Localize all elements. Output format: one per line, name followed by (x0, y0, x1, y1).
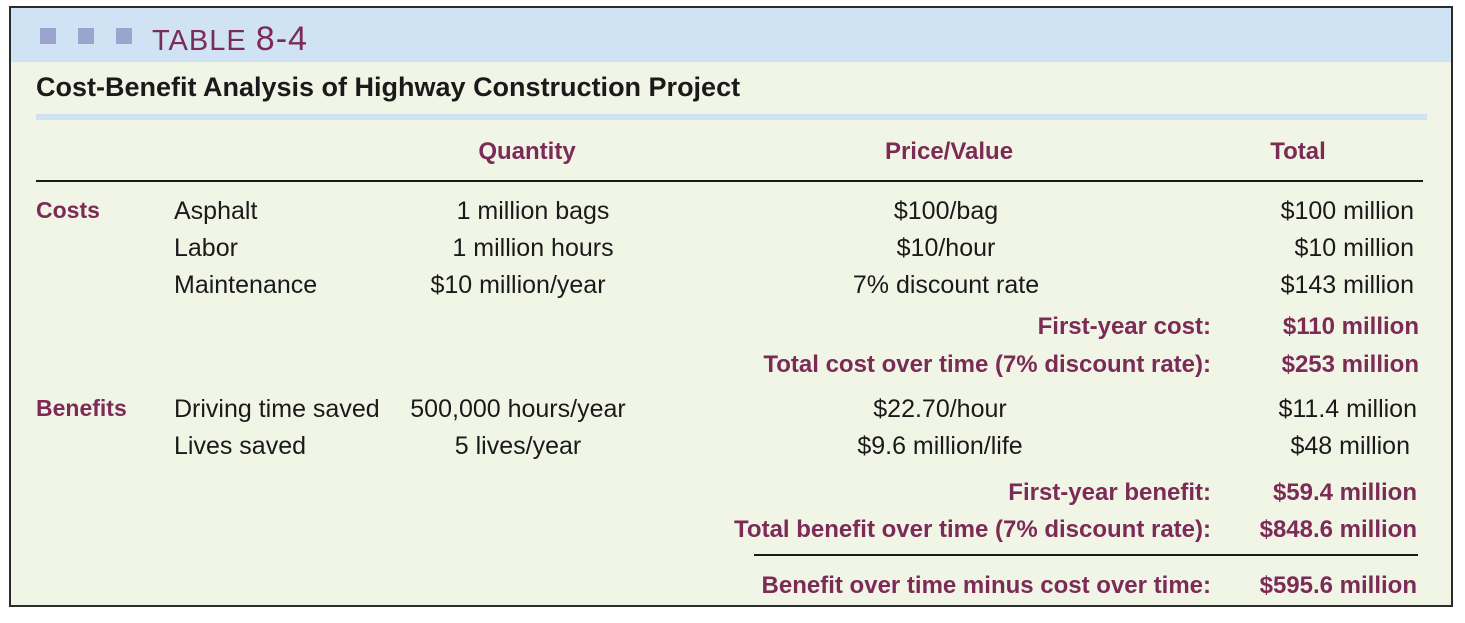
square-bullet-icon (78, 28, 94, 44)
benefit-price: $9.6 million/life (857, 432, 1023, 460)
cost-item: Maintenance (174, 271, 318, 299)
cost-total: $10 million (1294, 234, 1414, 262)
net-benefit-label: Benefit over time minus cost over time: (761, 572, 1211, 599)
benefit-quantity: 500,000 hours/year (410, 395, 626, 423)
total-cost-value: $253 million (1281, 351, 1419, 378)
first-year-cost-value: $110 million (1282, 313, 1419, 340)
cost-price: $100/bag (893, 197, 999, 225)
table-header-band: TABLE 8-4 (11, 8, 1451, 62)
benefit-item: Driving time saved (174, 395, 380, 423)
benefit-total: $48 million (1290, 432, 1410, 460)
costs-category-label: Costs (36, 197, 100, 223)
column-header-price: Price/Value (884, 138, 1014, 165)
square-bullet-icon (40, 28, 56, 44)
first-year-cost-label: First-year cost: (1037, 313, 1211, 340)
column-header-quantity: Quantity (478, 138, 576, 165)
title-divider (36, 114, 1427, 120)
cost-total: $143 million (1280, 271, 1414, 299)
total-benefit-label: Total benefit over time (7% discount rat… (734, 516, 1211, 543)
table-panel: TABLE 8-4 Cost-Benefit Analysis of Highw… (9, 6, 1453, 607)
benefit-item: Lives saved (174, 432, 307, 460)
table-number-value: 8-4 (255, 20, 308, 58)
cost-quantity: 1 million bags (456, 197, 610, 225)
cost-quantity: $10 million/year (430, 271, 606, 299)
table-label: TABLE (152, 25, 247, 57)
benefits-category-label: Benefits (36, 395, 127, 421)
cost-item: Asphalt (174, 197, 258, 225)
first-year-benefit-label: First-year benefit: (1008, 479, 1211, 506)
cost-total: $100 million (1280, 197, 1414, 225)
first-year-benefit-value: $59.4 million (1272, 479, 1417, 506)
benefit-total: $11.4 million (1278, 395, 1417, 423)
square-bullet-icon (116, 28, 132, 44)
benefit-quantity: 5 lives/year (454, 432, 582, 460)
table-title: Cost-Benefit Analysis of Highway Constru… (36, 72, 741, 102)
table-number: TABLE 8-4 (152, 20, 308, 59)
cost-item: Labor (174, 234, 238, 262)
net-benefit-value: $595.6 million (1259, 572, 1417, 599)
total-benefit-value: $848.6 million (1259, 516, 1417, 543)
cost-price: 7% discount rate (852, 271, 1040, 299)
cost-price: $10/hour (896, 234, 996, 262)
total-cost-label: Total cost over time (7% discount rate): (763, 351, 1211, 378)
benefit-price: $22.70/hour (873, 395, 1007, 423)
column-header-total: Total (1270, 138, 1326, 165)
cost-quantity: 1 million hours (452, 234, 614, 262)
net-divider (754, 554, 1418, 556)
header-divider (36, 180, 1423, 182)
